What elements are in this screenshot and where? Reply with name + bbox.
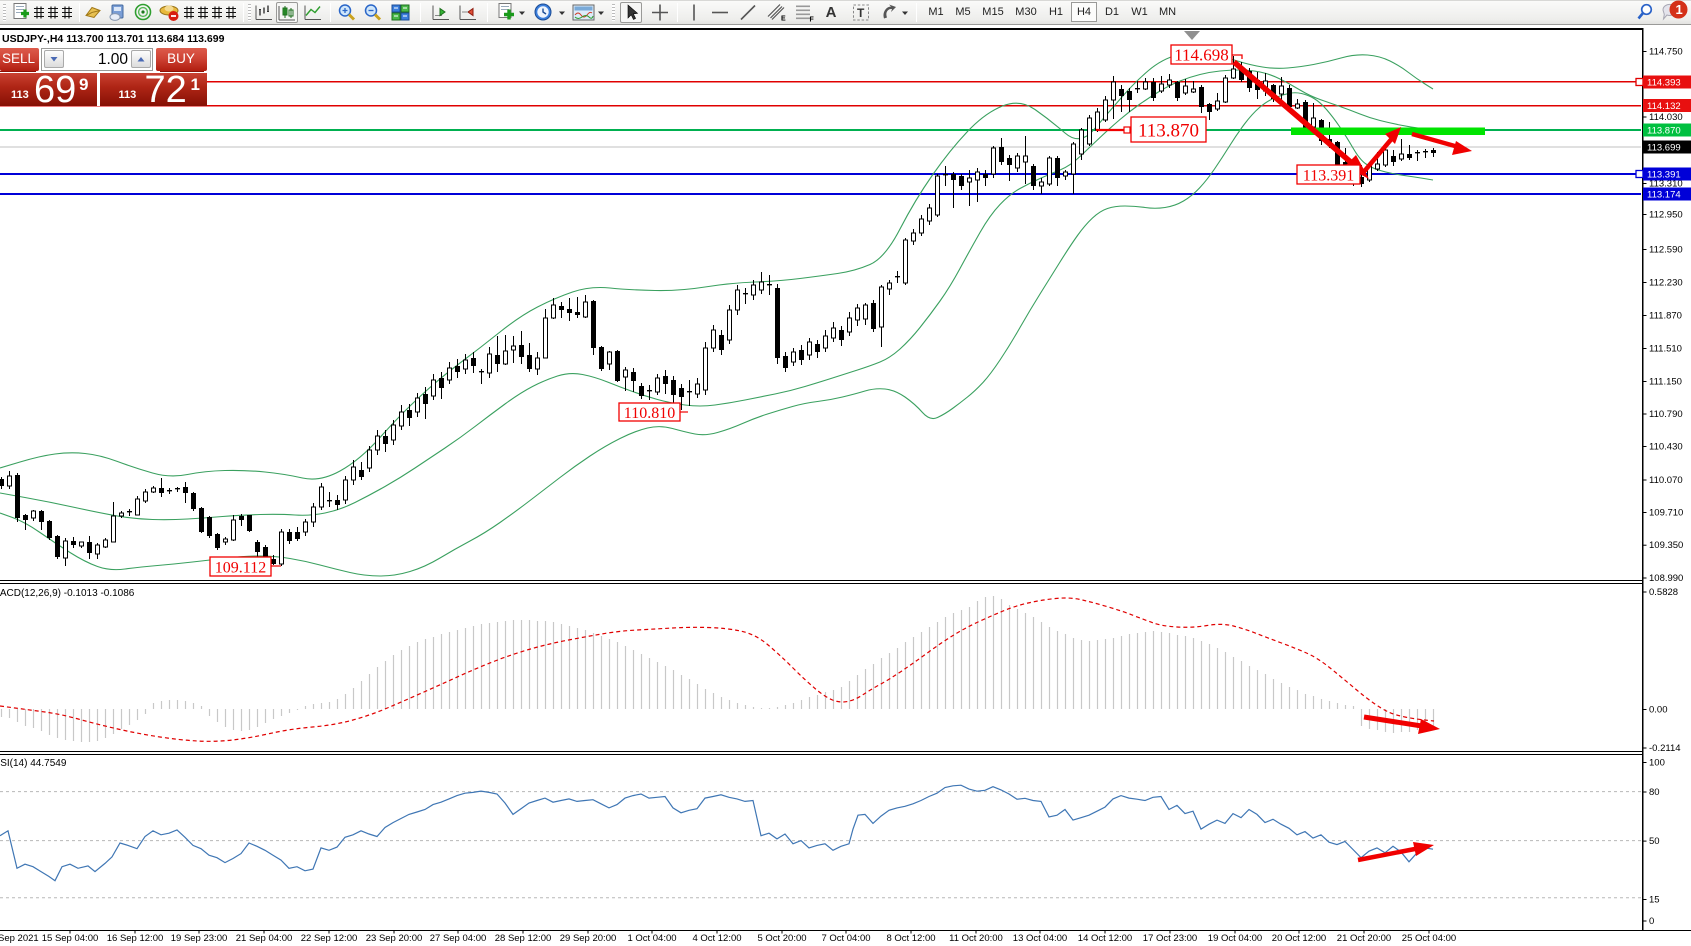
svg-text:25 Oct 04:00: 25 Oct 04:00 bbox=[1402, 933, 1456, 944]
svg-text:15 Sep 04:00: 15 Sep 04:00 bbox=[42, 933, 99, 944]
svg-text:111.870: 111.870 bbox=[1649, 310, 1682, 321]
svg-text:19 Oct 04:00: 19 Oct 04:00 bbox=[1208, 933, 1262, 944]
svg-text:22 Sep 12:00: 22 Sep 12:00 bbox=[301, 933, 358, 944]
svg-text:113.310: 113.310 bbox=[1649, 178, 1683, 189]
svg-text:112.590: 112.590 bbox=[1649, 244, 1683, 255]
svg-text:111.510: 111.510 bbox=[1649, 343, 1682, 354]
svg-text:-0.2114: -0.2114 bbox=[1649, 743, 1681, 754]
svg-text:14 Oct 12:00: 14 Oct 12:00 bbox=[1078, 933, 1132, 944]
svg-text:20 Oct 12:00: 20 Oct 12:00 bbox=[1272, 933, 1326, 944]
svg-text:17 Oct 23:00: 17 Oct 23:00 bbox=[1143, 933, 1197, 944]
svg-text:27 Sep 04:00: 27 Sep 04:00 bbox=[430, 933, 487, 944]
svg-text:0.00: 0.00 bbox=[1649, 704, 1668, 715]
svg-text:113.174: 113.174 bbox=[1647, 189, 1681, 200]
svg-text:110.810: 110.810 bbox=[624, 405, 675, 422]
svg-text:8 Oct 12:00: 8 Oct 12:00 bbox=[886, 933, 935, 944]
svg-text:114.030: 114.030 bbox=[1649, 112, 1683, 123]
svg-text:13 Oct 04:00: 13 Oct 04:00 bbox=[1013, 933, 1067, 944]
svg-text:21 Sep 04:00: 21 Sep 04:00 bbox=[236, 933, 293, 944]
svg-text:19 Sep 23:00: 19 Sep 23:00 bbox=[171, 933, 228, 944]
svg-text:112.950: 112.950 bbox=[1649, 209, 1683, 220]
svg-text:29 Sep 20:00: 29 Sep 20:00 bbox=[560, 933, 617, 944]
svg-text:0: 0 bbox=[1649, 916, 1654, 927]
svg-text:110.790: 110.790 bbox=[1649, 409, 1683, 420]
svg-text:1 Oct 04:00: 1 Oct 04:00 bbox=[627, 933, 676, 944]
svg-text:21 Oct 20:00: 21 Oct 20:00 bbox=[1337, 933, 1391, 944]
svg-text:80: 80 bbox=[1649, 787, 1660, 798]
svg-text:110.430: 110.430 bbox=[1649, 441, 1683, 452]
svg-text:16 Sep 12:00: 16 Sep 12:00 bbox=[107, 933, 164, 944]
svg-text:E: E bbox=[781, 16, 786, 23]
svg-text:7 Oct 04:00: 7 Oct 04:00 bbox=[821, 933, 870, 944]
svg-text:113.870: 113.870 bbox=[1647, 125, 1681, 136]
svg-text:5 Oct 20:00: 5 Oct 20:00 bbox=[757, 933, 806, 944]
svg-text:MACD(12,26,9) -0.1013 -0.1086: MACD(12,26,9) -0.1013 -0.1086 bbox=[0, 588, 135, 599]
svg-text:113.391: 113.391 bbox=[1647, 169, 1681, 180]
svg-text:111.150: 111.150 bbox=[1649, 376, 1682, 387]
svg-text:15: 15 bbox=[1649, 894, 1660, 905]
svg-text:4 Oct 12:00: 4 Oct 12:00 bbox=[692, 933, 741, 944]
svg-text:F: F bbox=[810, 17, 815, 24]
svg-text:11 Oct 20:00: 11 Oct 20:00 bbox=[949, 933, 1003, 944]
svg-text:113.391: 113.391 bbox=[1303, 167, 1354, 184]
svg-text:113.870: 113.870 bbox=[1138, 120, 1199, 141]
svg-text:109.710: 109.710 bbox=[1649, 507, 1683, 518]
svg-text:28 Sep 12:00: 28 Sep 12:00 bbox=[495, 933, 552, 944]
svg-text:113.699: 113.699 bbox=[1647, 142, 1681, 153]
svg-text:1: 1 bbox=[1676, 2, 1683, 17]
svg-text:110.070: 110.070 bbox=[1649, 475, 1683, 486]
svg-text:USDJPY-,H4 113.700 113.701 11: USDJPY-,H4 113.700 113.701 113.684 113.6… bbox=[2, 33, 225, 45]
svg-text:108.990: 108.990 bbox=[1649, 573, 1683, 584]
svg-text:109.112: 109.112 bbox=[215, 559, 266, 576]
svg-text:112.230: 112.230 bbox=[1649, 277, 1683, 288]
svg-text:0.5828: 0.5828 bbox=[1649, 587, 1678, 598]
svg-text:23 Sep 20:00: 23 Sep 20:00 bbox=[366, 933, 423, 944]
svg-text:114.393: 114.393 bbox=[1647, 77, 1681, 88]
svg-text:114.750: 114.750 bbox=[1649, 46, 1683, 57]
svg-text:T: T bbox=[857, 6, 865, 20]
svg-text:Sep 2021: Sep 2021 bbox=[0, 933, 39, 944]
svg-text:50: 50 bbox=[1649, 836, 1660, 847]
svg-text:RSI(14) 44.7549: RSI(14) 44.7549 bbox=[0, 758, 67, 769]
svg-text:114.132: 114.132 bbox=[1647, 101, 1681, 112]
svg-text:114.698: 114.698 bbox=[1174, 46, 1229, 65]
svg-text:100: 100 bbox=[1649, 757, 1665, 768]
svg-text:109.350: 109.350 bbox=[1649, 540, 1683, 551]
